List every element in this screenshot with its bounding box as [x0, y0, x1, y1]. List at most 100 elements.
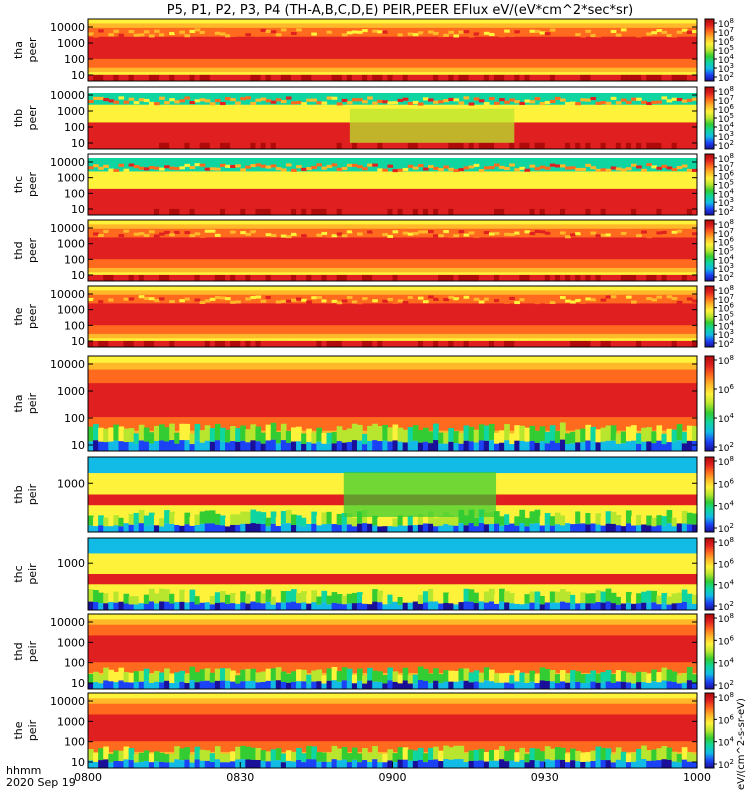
noise-cell — [255, 208, 262, 215]
noise-cell — [519, 672, 526, 683]
noise-cell — [306, 142, 312, 149]
noise-cell — [88, 208, 94, 215]
noise-cell — [164, 74, 170, 81]
noise-cell — [291, 751, 297, 762]
noise-cell — [98, 760, 104, 768]
noise-cell — [245, 33, 251, 37]
noise-cell — [494, 274, 500, 281]
noise-cell — [615, 74, 622, 81]
noise-cell — [438, 593, 444, 604]
noise-cell — [453, 297, 460, 301]
panel-product-label: peer — [26, 105, 39, 131]
noise-cell — [519, 595, 526, 605]
noise-cell — [270, 74, 277, 81]
noise-cell — [387, 427, 394, 442]
noise-cell — [356, 602, 363, 610]
noise-cell — [285, 682, 292, 689]
noise-cell — [691, 683, 698, 689]
noise-cell — [488, 669, 495, 682]
noise-cell — [189, 589, 196, 602]
noise-cell — [209, 74, 216, 81]
noise-cell — [468, 441, 475, 451]
noise-cell — [103, 428, 109, 443]
y-tick-label: 10000 — [50, 616, 85, 629]
noise-cell — [402, 167, 409, 171]
noise-cell — [346, 163, 353, 167]
noise-cell — [422, 32, 429, 36]
y-tick-label: 1000 — [57, 304, 85, 317]
noise-cell — [651, 74, 657, 81]
noise-cell — [93, 682, 99, 689]
noise-cell — [296, 74, 302, 81]
noise-cell — [260, 164, 267, 168]
noise-cell — [570, 340, 576, 347]
noise-cell — [610, 208, 617, 215]
noise-cell — [123, 297, 130, 301]
noise-cell — [108, 74, 114, 81]
noise-cell — [509, 444, 515, 451]
noise-cell — [230, 592, 236, 604]
noise-cell — [265, 517, 272, 527]
noise-cell — [291, 74, 297, 81]
noise-cell — [417, 603, 424, 610]
colorbar-tick-label: 102 — [718, 139, 734, 152]
noise-cell — [199, 142, 206, 149]
energy-band — [88, 462, 697, 469]
noise-cell — [514, 208, 520, 215]
noise-cell — [570, 166, 576, 170]
noise-cell — [570, 101, 576, 105]
noise-cell — [219, 591, 226, 603]
noise-cell — [448, 30, 454, 34]
noise-cell — [509, 675, 515, 684]
noise-cell — [686, 524, 693, 532]
energy-band — [88, 703, 697, 710]
noise-cell — [448, 759, 454, 768]
noise-cell — [169, 511, 175, 524]
colorbar-the-peer — [704, 285, 715, 348]
noise-cell — [285, 74, 292, 81]
noise-cell — [351, 74, 358, 81]
noise-cell — [280, 762, 287, 768]
noise-cell — [199, 442, 206, 451]
noise-cell — [331, 443, 338, 451]
noise-cell — [488, 97, 495, 101]
noise-cell — [148, 274, 155, 281]
noise-cell — [473, 429, 480, 443]
noise-cell — [620, 671, 627, 682]
noise-cell — [377, 681, 383, 689]
noise-cell — [98, 748, 104, 761]
noise-cell — [93, 34, 99, 38]
noise-cell — [407, 295, 414, 299]
noise-cell — [514, 681, 520, 689]
noise-cell — [285, 208, 292, 215]
noise-cell — [610, 523, 617, 532]
noise-cell — [316, 761, 323, 768]
noise-cell — [671, 526, 678, 532]
noise-cell — [641, 513, 647, 525]
noise-cell — [148, 443, 155, 451]
noise-cell — [448, 670, 454, 682]
noise-cell — [636, 760, 642, 768]
noise-cell — [296, 603, 302, 610]
noise-cell — [93, 671, 99, 683]
noise-cell — [255, 98, 262, 102]
energy-band — [88, 267, 697, 273]
noise-cell — [509, 593, 515, 604]
noise-cell — [595, 208, 602, 215]
noise-cell — [570, 29, 576, 33]
noise-cell — [367, 274, 373, 281]
noise-cell — [235, 759, 241, 768]
noise-cell — [255, 511, 262, 524]
noise-cell — [559, 601, 566, 610]
noise-cell — [402, 208, 409, 215]
noise-cell — [316, 274, 323, 281]
noise-cell — [610, 440, 617, 451]
noise-cell — [179, 74, 186, 81]
noise-cell — [311, 432, 317, 444]
noise-cell — [341, 442, 348, 451]
noise-cell — [529, 602, 536, 610]
noise-cell — [397, 683, 404, 689]
noise-cell — [133, 74, 140, 81]
noise-cell — [174, 759, 180, 768]
noise-cell — [438, 296, 444, 300]
